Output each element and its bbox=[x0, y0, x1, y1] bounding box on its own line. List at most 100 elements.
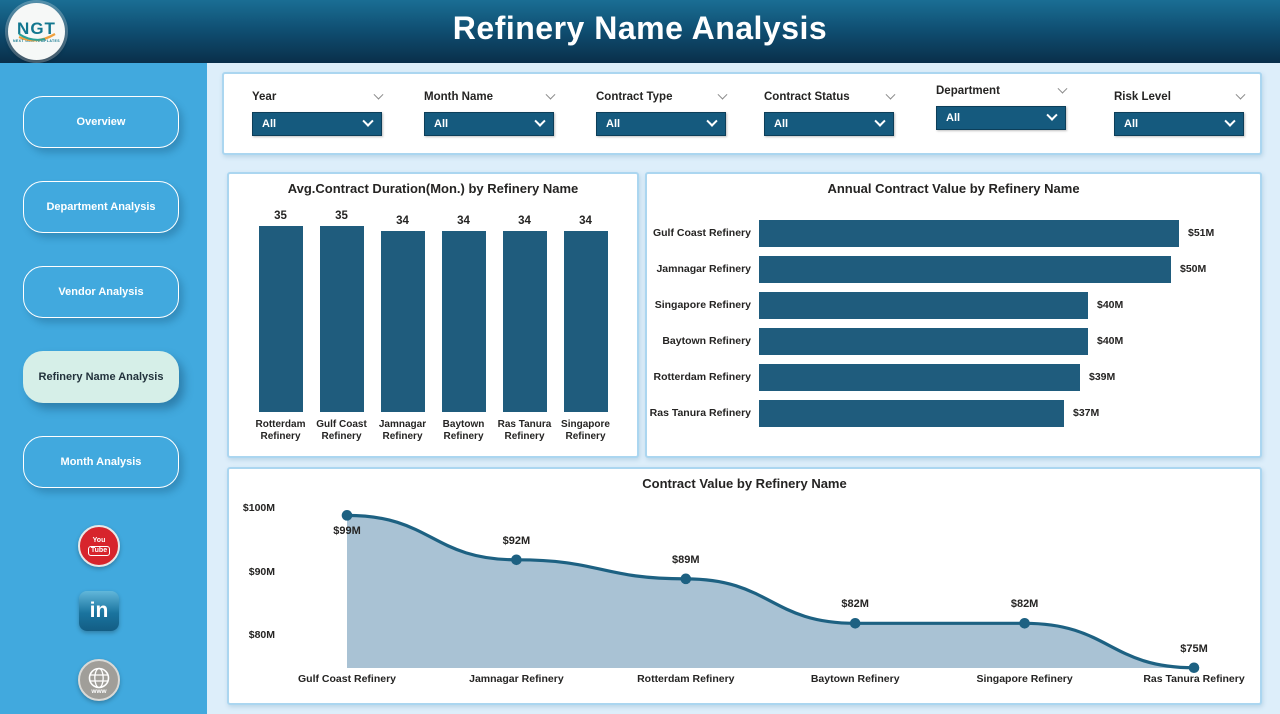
x-axis-category-label: Jamnagar Refinery bbox=[469, 673, 564, 685]
category-label: Jamnagar Refinery bbox=[372, 419, 433, 443]
bar-row[interactable]: Rotterdam Refinery$39M bbox=[647, 359, 1260, 395]
bar-value-label: 34 bbox=[457, 215, 470, 227]
bar-value-label: $51M bbox=[1188, 227, 1214, 239]
horizontal-bar[interactable] bbox=[759, 400, 1064, 427]
chevron-down-icon bbox=[534, 116, 545, 127]
point-value-label: $89M bbox=[672, 554, 700, 566]
column-chart-plot: 35 35 34 34 34 34 bbox=[250, 174, 616, 412]
horizontal-bar[interactable] bbox=[759, 364, 1080, 391]
bar-value-label: $37M bbox=[1073, 407, 1099, 419]
data-point[interactable] bbox=[342, 510, 353, 521]
area-chart-plot bbox=[229, 469, 1260, 703]
category-label: Gulf Coast Refinery bbox=[311, 419, 372, 443]
bar-value-label: 34 bbox=[579, 215, 592, 227]
column-bar-group[interactable]: 35 bbox=[250, 174, 311, 412]
x-axis-category-label: Gulf Coast Refinery bbox=[298, 673, 396, 685]
category-label: Jamnagar Refinery bbox=[647, 263, 759, 275]
chevron-down-icon bbox=[1224, 116, 1235, 127]
data-point[interactable] bbox=[850, 618, 861, 629]
filter-bar: YearAllMonth NameAllContract TypeAllCont… bbox=[222, 72, 1262, 155]
column-bar-group[interactable]: 34 bbox=[555, 174, 616, 412]
horizontal-bar[interactable] bbox=[759, 220, 1179, 247]
filter-month-name: Month Name All bbox=[424, 88, 554, 136]
chevron-down-icon bbox=[1046, 110, 1057, 121]
sidebar-item-vendor-analysis[interactable]: Vendor Analysis bbox=[23, 266, 179, 318]
column-bar[interactable] bbox=[259, 226, 303, 412]
chevron-down-icon[interactable] bbox=[546, 89, 556, 99]
data-point[interactable] bbox=[681, 574, 692, 585]
column-bar-group[interactable]: 34 bbox=[372, 174, 433, 412]
category-label: Ras Tanura Refinery bbox=[494, 419, 555, 443]
filter-contract-type: Contract Type All bbox=[596, 88, 726, 136]
bar-row[interactable]: Singapore Refinery$40M bbox=[647, 287, 1260, 323]
horizontal-bar[interactable] bbox=[759, 256, 1171, 283]
y-axis-tick-label: $90M bbox=[235, 566, 275, 578]
column-bar-group[interactable]: 34 bbox=[433, 174, 494, 412]
youtube-icon[interactable]: YouTube bbox=[77, 524, 121, 568]
chevron-down-icon[interactable] bbox=[718, 89, 728, 99]
linkedin-icon[interactable]: in bbox=[77, 589, 121, 633]
category-label: Gulf Coast Refinery bbox=[647, 227, 759, 239]
column-bar[interactable] bbox=[381, 231, 425, 412]
point-value-label: $75M bbox=[1180, 643, 1208, 655]
filter-label: Year bbox=[252, 88, 382, 106]
chevron-down-icon[interactable] bbox=[886, 89, 896, 99]
filter-label: Department bbox=[936, 82, 1066, 100]
bar-row[interactable]: Baytown Refinery$40M bbox=[647, 323, 1260, 359]
avg-duration-column-chart: Avg.Contract Duration(Mon.) by Refinery … bbox=[227, 172, 639, 458]
chevron-down-icon[interactable] bbox=[1236, 89, 1246, 99]
sidebar-item-refinery-name-analysis[interactable]: Refinery Name Analysis bbox=[23, 351, 179, 403]
filter-risk-level: Risk LevelAll bbox=[1114, 88, 1244, 136]
column-bar-group[interactable]: 35 bbox=[311, 174, 372, 412]
x-axis-category-label: Singapore Refinery bbox=[976, 673, 1072, 685]
bar-chart-plot: Gulf Coast Refinery $51M Jamnagar Refinery… bbox=[647, 215, 1260, 431]
filter-label: Month Name bbox=[424, 88, 554, 106]
data-point[interactable] bbox=[1189, 662, 1200, 673]
filter-dropdown[interactable]: All bbox=[252, 112, 382, 136]
bar-row[interactable]: Jamnagar Refinery $50M bbox=[647, 251, 1260, 287]
bar-value-label: 34 bbox=[518, 215, 531, 227]
horizontal-bar[interactable] bbox=[759, 292, 1088, 319]
bar-value-label: 35 bbox=[274, 210, 287, 222]
website-globe-icon[interactable]: www bbox=[77, 658, 121, 702]
bar-value-label: $50M bbox=[1180, 263, 1206, 275]
point-value-label: $82M bbox=[1011, 598, 1039, 610]
y-axis-tick-label: $100M bbox=[235, 502, 275, 514]
filter-dropdown[interactable]: All bbox=[936, 106, 1066, 130]
category-label: Baytown Refinery bbox=[433, 419, 494, 443]
x-axis-category-label: Baytown Refinery bbox=[811, 673, 900, 685]
point-value-label: $82M bbox=[841, 598, 869, 610]
column-bar[interactable] bbox=[320, 226, 364, 412]
filter-dropdown[interactable]: All bbox=[764, 112, 894, 136]
point-value-label: $99M bbox=[333, 525, 361, 537]
page-title: Refinery Name Analysis bbox=[0, 10, 1280, 47]
column-bar[interactable] bbox=[503, 231, 547, 412]
filter-dropdown[interactable]: All bbox=[596, 112, 726, 136]
sidebar-item-month-analysis[interactable]: Month Analysis bbox=[23, 436, 179, 488]
bar-chart-title: Annual Contract Value by Refinery Name bbox=[647, 181, 1260, 196]
data-point[interactable] bbox=[1019, 618, 1030, 629]
filter-label: Contract Status bbox=[764, 88, 894, 106]
sidebar-item-department-analysis[interactable]: Department Analysis bbox=[23, 181, 179, 233]
column-bar[interactable] bbox=[564, 231, 608, 412]
bar-value-label: $40M bbox=[1097, 299, 1123, 311]
annual-value-bar-chart: Annual Contract Value by Refinery Name G… bbox=[645, 172, 1262, 458]
bar-value-label: 35 bbox=[335, 210, 348, 222]
category-label: Ras Tanura Refinery bbox=[647, 407, 759, 419]
column-bar-group[interactable]: 34 bbox=[494, 174, 555, 412]
filter-year: Year All bbox=[252, 88, 382, 136]
horizontal-bar[interactable] bbox=[759, 328, 1088, 355]
bar-row[interactable]: Gulf Coast Refinery $51M bbox=[647, 215, 1260, 251]
point-value-label: $92M bbox=[503, 535, 531, 547]
data-point[interactable] bbox=[511, 555, 522, 566]
filter-dropdown[interactable]: All bbox=[1114, 112, 1244, 136]
filter-dropdown[interactable]: All bbox=[424, 112, 554, 136]
category-label: Rotterdam Refinery bbox=[647, 371, 759, 383]
sidebar-item-overview[interactable]: Overview bbox=[23, 96, 179, 148]
chevron-down-icon[interactable] bbox=[1058, 83, 1068, 93]
bar-row[interactable]: Ras Tanura Refinery $37M bbox=[647, 395, 1260, 431]
filter-label: Contract Type bbox=[596, 88, 726, 106]
column-bar[interactable] bbox=[442, 231, 486, 412]
bar-value-label: 34 bbox=[396, 215, 409, 227]
chevron-down-icon[interactable] bbox=[374, 89, 384, 99]
